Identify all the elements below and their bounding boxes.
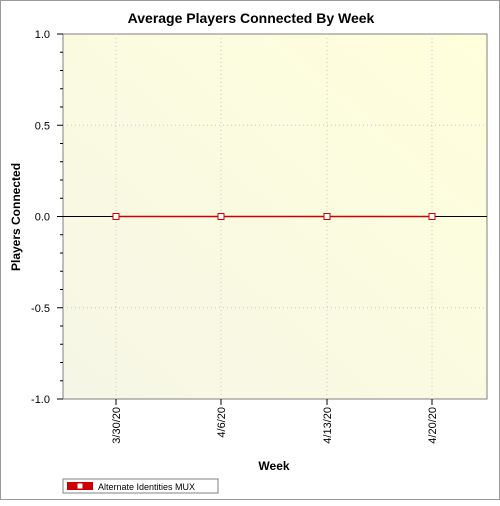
grid-lines [63,34,487,399]
data-point [217,213,225,220]
chart-title: Average Players Connected By Week [128,10,375,26]
legend-box [62,478,219,494]
y-tick-label: -0.5 [31,303,50,315]
y-tick-label: 0.0 [35,212,50,224]
x-axis-title: Week [258,459,289,473]
data-point [428,213,436,220]
y-tick-label: 1.0 [35,29,50,41]
data-point [112,213,120,220]
legend-label: Alternate Identities MUX [98,482,195,492]
x-tick-label: 4/13/20 [322,407,334,444]
x-tick-label: 4/20/20 [427,407,439,444]
series-layer [112,213,436,220]
x-tick-label: 3/30/20 [111,407,123,444]
y-axis-title: Players Connected [9,163,23,271]
legend-marker-icon [76,482,84,490]
data-point [323,213,331,220]
y-tick-label: -1.0 [31,394,50,406]
y-tick-label: 0.5 [35,120,50,132]
x-tick-label: 4/6/20 [216,407,228,438]
tick-labels: 1.0 0.5 0.0 -0.5 -1.0 3/30/20 4/6/20 4/13/20 4/2… [31,29,439,444]
legend: Alternate Identities MUX [62,478,219,494]
